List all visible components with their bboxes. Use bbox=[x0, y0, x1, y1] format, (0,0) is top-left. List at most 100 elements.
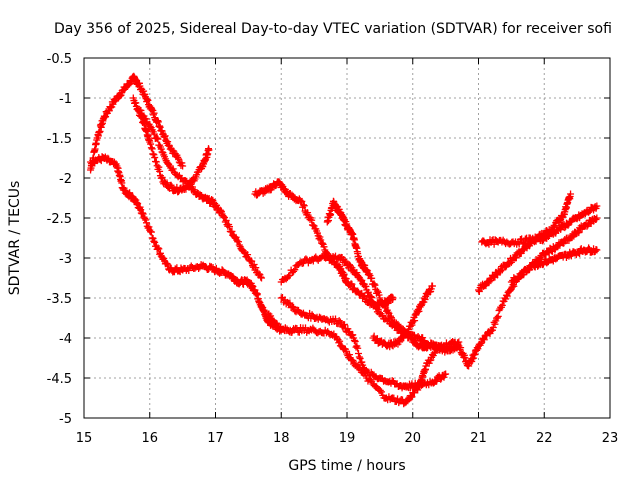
data-point bbox=[355, 353, 363, 361]
data-point bbox=[549, 223, 557, 231]
data-point bbox=[195, 265, 203, 273]
data-point bbox=[593, 246, 601, 254]
data-point bbox=[153, 162, 161, 170]
data-point bbox=[556, 217, 564, 225]
data-point bbox=[567, 190, 575, 198]
data-point bbox=[493, 314, 501, 322]
data-point bbox=[487, 327, 495, 335]
x-tick-label: 21 bbox=[470, 431, 487, 446]
data-point bbox=[259, 189, 267, 197]
data-point bbox=[368, 274, 376, 282]
data-point bbox=[349, 356, 357, 364]
data-point bbox=[104, 154, 112, 162]
y-tick-label: -1.5 bbox=[47, 132, 72, 147]
data-point bbox=[512, 254, 520, 262]
data-point bbox=[491, 320, 499, 328]
data-point bbox=[354, 344, 362, 352]
data-point bbox=[593, 202, 601, 210]
data-point bbox=[414, 332, 422, 340]
data-point bbox=[374, 305, 382, 313]
data-point bbox=[480, 336, 488, 344]
x-tick-label: 23 bbox=[602, 431, 619, 446]
data-point bbox=[158, 148, 166, 156]
data-point bbox=[356, 275, 364, 283]
data-point bbox=[442, 370, 450, 378]
data-point bbox=[152, 158, 160, 166]
data-point bbox=[141, 214, 149, 222]
data-point bbox=[255, 270, 263, 278]
series-track-h bbox=[277, 252, 463, 356]
data-point bbox=[174, 153, 182, 161]
data-point bbox=[154, 135, 162, 143]
data-point bbox=[155, 163, 163, 171]
data-point bbox=[235, 238, 243, 246]
data-point bbox=[350, 336, 358, 344]
data-point bbox=[568, 233, 576, 241]
data-point bbox=[149, 150, 157, 158]
data-point bbox=[175, 188, 183, 196]
data-point bbox=[306, 215, 314, 223]
data-point bbox=[376, 294, 384, 302]
data-point bbox=[288, 302, 296, 310]
data-point bbox=[168, 146, 176, 154]
data-point bbox=[318, 239, 326, 247]
series-track-o bbox=[507, 214, 601, 286]
data-point bbox=[520, 239, 528, 247]
grid bbox=[84, 58, 610, 418]
data-point bbox=[584, 221, 592, 229]
data-point bbox=[364, 271, 372, 279]
data-point bbox=[169, 165, 177, 173]
x-tick-label: 16 bbox=[141, 431, 158, 446]
data-point bbox=[352, 343, 360, 351]
series-track-b bbox=[87, 153, 187, 276]
data-point bbox=[153, 134, 161, 142]
data-point bbox=[553, 243, 561, 251]
data-point bbox=[300, 202, 308, 210]
chart-title: Day 356 of 2025, Sidereal Day-to-day VTE… bbox=[54, 21, 612, 37]
data-point bbox=[551, 222, 559, 230]
data-point bbox=[331, 315, 339, 323]
data-point bbox=[196, 190, 204, 198]
x-axis-label: GPS time / hours bbox=[288, 458, 405, 474]
data-point bbox=[302, 255, 310, 263]
data-point bbox=[137, 107, 145, 114]
data-point bbox=[286, 189, 294, 197]
data-point bbox=[345, 351, 353, 359]
data-point bbox=[361, 367, 369, 375]
data-point bbox=[298, 197, 306, 205]
data-point bbox=[348, 280, 356, 288]
data-point bbox=[432, 346, 440, 354]
data-point bbox=[293, 325, 301, 333]
data-point bbox=[485, 278, 493, 286]
data-point bbox=[414, 386, 422, 394]
data-point bbox=[518, 271, 526, 279]
data-point bbox=[233, 236, 241, 244]
data-point bbox=[396, 338, 404, 346]
data-point bbox=[378, 388, 386, 396]
data-point bbox=[290, 303, 298, 311]
data-point bbox=[539, 231, 547, 239]
data-point bbox=[367, 293, 375, 301]
y-tick-label: -4.5 bbox=[47, 372, 72, 387]
data-point bbox=[585, 244, 593, 252]
data-point bbox=[154, 244, 162, 252]
y-tick-label: -4 bbox=[59, 332, 72, 347]
series-track-f bbox=[251, 178, 397, 311]
data-point bbox=[316, 233, 324, 241]
data-point bbox=[139, 210, 147, 218]
data-point bbox=[351, 337, 359, 345]
series-track-i bbox=[264, 310, 450, 392]
data-point bbox=[185, 182, 193, 190]
data-point bbox=[358, 358, 366, 366]
data-point bbox=[308, 216, 316, 224]
data-point bbox=[408, 321, 416, 329]
data-point bbox=[431, 349, 439, 357]
data-point bbox=[158, 173, 166, 181]
data-point bbox=[385, 315, 393, 323]
y-tick-label: -2.5 bbox=[47, 212, 72, 227]
data-point bbox=[345, 328, 353, 336]
data-point bbox=[364, 288, 372, 296]
data-point bbox=[228, 227, 236, 235]
data-point bbox=[220, 213, 228, 221]
